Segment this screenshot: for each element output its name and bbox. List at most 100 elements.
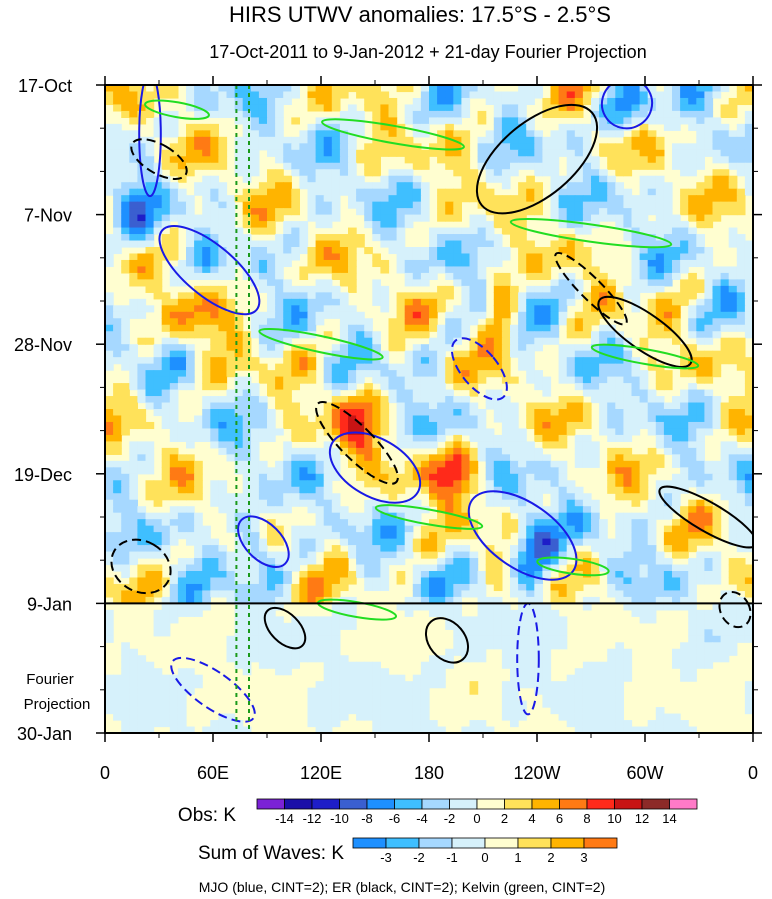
anomaly-cell	[137, 545, 147, 553]
anomaly-cell	[477, 156, 487, 164]
anomaly-cell	[712, 402, 722, 410]
anomaly-cell	[396, 370, 406, 378]
anomaly-cell	[445, 357, 454, 365]
anomaly-cell	[105, 85, 114, 93]
anomaly-cell	[599, 363, 608, 371]
anomaly-cell	[250, 493, 260, 501]
anomaly-cell	[412, 162, 422, 170]
anomaly-cell	[599, 195, 608, 203]
anomaly-cell	[372, 104, 381, 112]
anomaly-cell	[501, 499, 511, 507]
anomaly-cell	[437, 486, 446, 494]
anomaly-cell	[728, 519, 738, 527]
anomaly-cell	[655, 195, 665, 203]
anomaly-cell	[396, 421, 406, 430]
anomaly-cell	[485, 143, 495, 151]
anomaly-cell	[599, 532, 608, 540]
anomaly-cell	[129, 350, 138, 358]
anomaly-cell	[364, 363, 373, 371]
anomaly-cell	[299, 272, 309, 280]
anomaly-cell	[744, 493, 753, 501]
anomaly-cell	[339, 156, 349, 164]
anomaly-cell	[169, 383, 179, 391]
anomaly-cell	[501, 195, 511, 203]
anomaly-cell	[339, 603, 349, 611]
anomaly-cell	[307, 175, 317, 183]
anomaly-cell	[105, 396, 114, 404]
anomaly-cell	[291, 551, 300, 559]
anomaly-cell	[696, 259, 705, 268]
anomaly-cell	[348, 538, 357, 546]
anomaly-cell	[226, 389, 236, 397]
anomaly-cell	[647, 208, 657, 216]
anomaly-cell	[696, 253, 705, 261]
anomaly-cell	[680, 156, 689, 164]
anomaly-cell	[234, 434, 244, 442]
anomaly-cell	[631, 467, 641, 475]
anomaly-cell	[623, 149, 633, 157]
anomaly-cell	[558, 486, 568, 494]
anomaly-cell	[129, 175, 138, 183]
anomaly-cell	[283, 279, 292, 287]
anomaly-cell	[607, 564, 616, 572]
anomaly-cell	[437, 324, 446, 332]
anomaly-cell	[469, 350, 479, 358]
anomaly-cell	[680, 370, 689, 378]
anomaly-cell	[267, 182, 276, 190]
anomaly-cell	[348, 402, 357, 410]
anomaly-cell	[339, 149, 349, 157]
anomaly-cell	[574, 493, 584, 501]
anomaly-cell	[404, 175, 414, 183]
anomaly-cell	[688, 506, 697, 514]
anomaly-cell	[647, 130, 657, 138]
anomaly-cell	[202, 208, 211, 216]
anomaly-cell	[534, 247, 543, 255]
anomaly-cell	[615, 305, 624, 313]
anomaly-cell	[510, 551, 519, 559]
anomaly-cell	[420, 182, 430, 190]
anomaly-cell	[315, 454, 325, 462]
anomaly-cell	[412, 117, 422, 125]
anomaly-cell	[639, 344, 649, 352]
anomaly-cell	[177, 162, 187, 170]
anomaly-cell	[566, 221, 576, 229]
anomaly-cell	[453, 421, 462, 430]
anomaly-cell	[437, 298, 446, 306]
anomaly-cell	[574, 583, 584, 592]
anomaly-cell	[518, 447, 527, 455]
anomaly-cell	[113, 428, 122, 436]
anomaly-cell	[631, 130, 641, 138]
anomaly-cell	[202, 188, 211, 196]
anomaly-cell	[177, 590, 187, 598]
anomaly-cell	[437, 285, 446, 293]
anomaly-cell	[291, 285, 300, 293]
anomaly-cell	[105, 357, 114, 365]
anomaly-cell	[728, 344, 738, 352]
anomaly-cell	[315, 279, 325, 287]
anomaly-cell	[161, 324, 171, 332]
anomaly-cell	[542, 434, 552, 442]
anomaly-cell	[672, 253, 681, 261]
anomaly-cell	[210, 376, 219, 384]
anomaly-cell	[242, 136, 252, 144]
anomaly-cell	[445, 331, 454, 339]
anomaly-cell	[291, 428, 300, 436]
anomaly-cell	[404, 532, 414, 540]
anomaly-cell	[574, 149, 584, 157]
anomaly-cell	[566, 506, 576, 514]
anomaly-cell	[218, 428, 228, 436]
anomaly-cell	[186, 473, 195, 481]
anomaly-cell	[129, 538, 138, 546]
anomaly-cell	[574, 285, 584, 293]
anomaly-cell	[153, 363, 163, 371]
anomaly-cell	[169, 156, 179, 164]
anomaly-cell	[105, 143, 114, 151]
anomaly-cell	[712, 143, 722, 151]
anomaly-cell	[534, 551, 543, 559]
anomaly-cell	[372, 357, 381, 365]
anomaly-cell	[242, 428, 252, 436]
anomaly-cell	[275, 344, 284, 352]
anomaly-cell	[518, 473, 527, 481]
anomaly-cell	[137, 525, 147, 533]
anomaly-cell	[267, 117, 276, 125]
